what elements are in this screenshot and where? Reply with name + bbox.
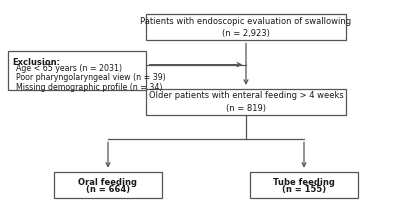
FancyBboxPatch shape	[146, 14, 346, 40]
Text: Exclusion:: Exclusion:	[12, 58, 60, 67]
Text: Age < 65 years (n = 2031): Age < 65 years (n = 2031)	[16, 64, 122, 73]
Text: Missing demographic profile (n = 34): Missing demographic profile (n = 34)	[16, 83, 162, 92]
FancyBboxPatch shape	[8, 50, 146, 90]
Text: Older patients with enteral feeding > 4 weeks
(n = 819): Older patients with enteral feeding > 4 …	[149, 91, 343, 113]
Text: Tube feeding: Tube feeding	[273, 178, 335, 187]
Text: Oral feeding: Oral feeding	[78, 178, 138, 187]
Text: (n = 155): (n = 155)	[282, 185, 326, 194]
Text: Patients with endoscopic evaluation of swallowing
(n = 2,923): Patients with endoscopic evaluation of s…	[140, 17, 352, 38]
FancyBboxPatch shape	[54, 172, 162, 198]
FancyBboxPatch shape	[250, 172, 358, 198]
FancyBboxPatch shape	[146, 89, 346, 115]
Text: (n = 664): (n = 664)	[86, 185, 130, 194]
Text: Poor pharyngolaryngeal view (n = 39): Poor pharyngolaryngeal view (n = 39)	[16, 73, 166, 82]
